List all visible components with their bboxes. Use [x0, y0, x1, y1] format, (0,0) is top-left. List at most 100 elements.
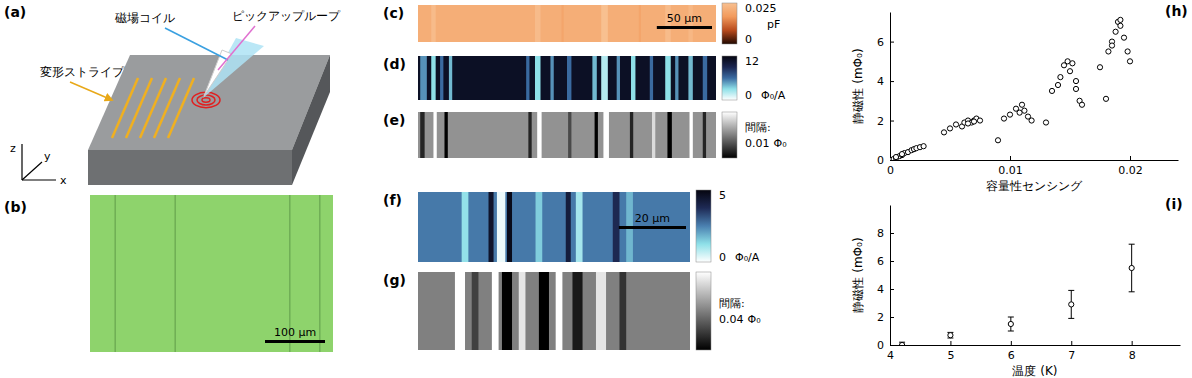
error-cap	[1068, 318, 1074, 319]
panel-g: (g)間隔:0.04Φ₀	[383, 272, 761, 350]
tick-mark	[890, 42, 894, 43]
stripe	[675, 56, 678, 100]
point	[1007, 112, 1012, 117]
tick: 0.02	[1118, 156, 1143, 177]
stripe	[489, 192, 494, 262]
chart: 4567802468温度 (K)静磁性 (mΦ₀)(i)	[851, 196, 1183, 378]
point	[941, 130, 946, 135]
tick-mark	[950, 341, 951, 345]
point	[1049, 88, 1054, 93]
stripe	[449, 56, 452, 100]
panel-c: (c)00.025pF50 μm	[383, 2, 780, 46]
y-axis: 02468	[877, 206, 894, 353]
stripe	[431, 56, 435, 100]
x-axis-line	[891, 160, 1179, 161]
point	[921, 144, 926, 149]
tick: 0.01	[998, 156, 1023, 177]
chart: 00.010.020246容量性センシング静磁性 (mΦ₀)(h)	[851, 3, 1188, 193]
point	[1043, 120, 1048, 125]
stripe	[526, 56, 529, 100]
image	[418, 5, 716, 42]
stripe	[613, 192, 620, 262]
stripe	[703, 112, 706, 158]
point	[995, 138, 1000, 143]
tick: 8	[877, 227, 894, 240]
stripe	[630, 112, 633, 158]
contour-value: 0.04	[719, 313, 744, 326]
tick-label: 8	[877, 227, 884, 240]
stripe	[601, 56, 608, 100]
x-axis-line	[891, 345, 1181, 346]
contour-interval: 0.01Φ₀	[745, 137, 787, 150]
tick-label: 2	[877, 115, 884, 128]
error-cap	[1068, 290, 1074, 291]
colorbar-unit: pF	[767, 18, 780, 31]
point	[1121, 35, 1126, 40]
scale-bar	[657, 26, 712, 29]
deformation-stripe	[126, 78, 152, 138]
point	[1001, 116, 1006, 121]
scale-bar	[265, 340, 325, 343]
contour-unit: Φ₀	[748, 313, 762, 326]
block-side	[292, 55, 330, 185]
scale-bar	[619, 226, 686, 229]
tick-label: 2	[877, 311, 884, 324]
error-bar	[1008, 317, 1014, 331]
stripe	[631, 56, 635, 100]
field-ring	[197, 95, 215, 105]
label: ピックアップループ	[232, 9, 341, 23]
tick: 8	[1129, 341, 1136, 362]
error-cap	[1008, 331, 1014, 332]
colorbar-tick: 0.025	[745, 2, 777, 15]
stripe	[567, 56, 571, 100]
stripe	[535, 5, 541, 42]
panel-label: (b)	[4, 199, 27, 215]
error-cap	[1129, 291, 1135, 292]
tick-mark	[1010, 156, 1011, 160]
block-front	[88, 150, 292, 185]
stripe	[444, 112, 447, 158]
point	[1067, 69, 1072, 74]
image-line	[319, 195, 321, 352]
image	[418, 272, 690, 350]
tick: 6	[877, 255, 894, 268]
colorbar	[722, 56, 737, 100]
plot-area	[899, 244, 1135, 345]
coordinate-axis	[22, 179, 56, 180]
x-axis: 45678	[887, 341, 1181, 362]
block-top	[88, 55, 330, 150]
image-line	[114, 195, 116, 352]
tick: 4	[877, 283, 894, 296]
stripe	[576, 192, 583, 262]
stripe	[420, 56, 427, 100]
colorbar-tick: 5	[719, 189, 726, 202]
stripe	[665, 56, 671, 100]
tick-mark	[1011, 341, 1012, 345]
point	[1008, 321, 1013, 326]
tick: 2	[877, 311, 894, 324]
point	[1022, 108, 1027, 113]
coil-pointer	[165, 28, 228, 60]
stripe	[561, 5, 563, 42]
image	[418, 112, 716, 158]
point	[1073, 78, 1078, 83]
point	[965, 121, 970, 126]
panel-label: (f)	[383, 192, 402, 208]
stripe	[639, 5, 641, 42]
tick: 4	[877, 75, 894, 88]
colorbar-unit: Φ₀/A	[735, 251, 760, 264]
plot-area	[890, 17, 1133, 160]
deformation-stripe	[168, 78, 194, 138]
label: 磁場コイル	[114, 11, 175, 25]
point	[1070, 61, 1075, 66]
tick-label: 6	[877, 255, 884, 268]
scale-bar-label: 50 μm	[667, 12, 702, 25]
coordinate-axis	[21, 144, 22, 180]
stripe	[556, 272, 563, 350]
image	[418, 192, 690, 262]
field-coil	[203, 38, 264, 98]
figure: (a)変形ストライプ磁場コイルピックアップループxyz(b)100 μm(c)0…	[0, 0, 1192, 378]
point	[1029, 118, 1034, 123]
tick-mark	[890, 289, 894, 290]
panel-e: (e)間隔:0.01Φ₀	[383, 112, 787, 158]
